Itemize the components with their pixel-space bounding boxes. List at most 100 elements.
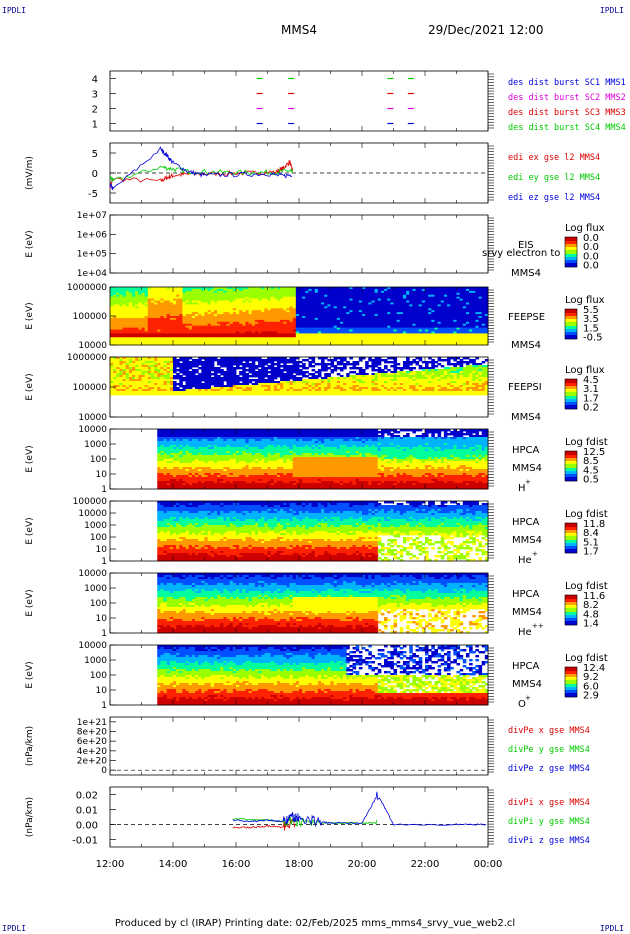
feepsi-heat-cell bbox=[173, 359, 177, 362]
feepse-heat-cell bbox=[399, 339, 404, 342]
feepsi-heat-cell bbox=[283, 389, 287, 392]
eis-colorbar-tick: 0.0 bbox=[583, 233, 599, 244]
feepse-heat-cell bbox=[402, 300, 407, 303]
feepse-heat-cell bbox=[314, 337, 319, 340]
feepsi-heat-cell bbox=[110, 365, 114, 368]
feepse-heat-cell bbox=[182, 327, 186, 330]
feepse-heat-cell bbox=[217, 341, 221, 344]
feepse-heat-cell bbox=[283, 290, 287, 294]
feepsi-heat-cell bbox=[248, 367, 253, 370]
feepse-heat-cell bbox=[276, 310, 281, 313]
feepsi-heat-cell bbox=[261, 369, 265, 372]
feepsi-heat-cell bbox=[286, 361, 290, 364]
feepsi-heat-cell bbox=[128, 387, 133, 390]
feepsi-heat-cell bbox=[273, 375, 278, 378]
feepse-heat-cell bbox=[412, 288, 416, 292]
feepse-heat-cell bbox=[428, 325, 432, 328]
feepse-heat-cell bbox=[440, 325, 445, 328]
feepse-heat-cell bbox=[236, 304, 240, 307]
feepse-heat-cell bbox=[160, 288, 164, 292]
feepsi-heat-cell bbox=[280, 383, 284, 386]
feepsi-heat-cell bbox=[280, 365, 284, 368]
feepse-heat-cell bbox=[390, 296, 394, 299]
feepse-heat-cell bbox=[264, 288, 268, 292]
feepsi-heat-cell bbox=[188, 371, 193, 374]
feepse-heat-cell bbox=[475, 333, 479, 336]
feepse-heat-cell bbox=[428, 287, 432, 290]
feepsi-heat-cell bbox=[204, 359, 209, 362]
feepse-heat-cell bbox=[128, 294, 133, 298]
feepse-heat-cell bbox=[276, 300, 281, 303]
feepse-heat-cell bbox=[163, 339, 168, 342]
feepsi-heat-cell bbox=[128, 375, 133, 378]
feepse-heat-cell bbox=[324, 341, 328, 344]
feepse-heat-cell bbox=[267, 296, 272, 299]
feepse-heat-cell bbox=[147, 314, 152, 317]
feepse-heat-cell bbox=[147, 292, 152, 296]
feepse-heat-cell bbox=[232, 298, 237, 301]
feepse-heat-cell bbox=[434, 329, 438, 332]
feepse-heat-cell bbox=[317, 329, 322, 332]
feepse-heat-cell bbox=[302, 323, 306, 327]
feepse-heat-cell bbox=[270, 327, 275, 330]
feepse-heat-cell bbox=[481, 341, 486, 344]
feepse-heat-cell bbox=[465, 308, 470, 311]
feepse-heat-cell bbox=[188, 339, 193, 342]
feepse-heat-cell bbox=[456, 314, 461, 317]
feepse-heat-cell bbox=[365, 321, 369, 325]
feepse-heat-cell bbox=[182, 290, 186, 294]
feepse-heat-cell bbox=[469, 341, 473, 344]
feepse-heat-cell bbox=[213, 304, 218, 307]
feepse-heat-cell bbox=[434, 308, 438, 311]
feepse-heat-cell bbox=[475, 337, 479, 340]
feepse-heat-cell bbox=[217, 298, 221, 301]
feepse-heat-cell bbox=[150, 296, 155, 299]
feepse-heat-cell bbox=[447, 292, 451, 296]
feepse-heat-cell bbox=[402, 321, 407, 325]
feepse-heat-cell bbox=[280, 319, 284, 323]
feepse-heat-cell bbox=[406, 310, 410, 313]
feepse-heat-cell bbox=[191, 302, 196, 305]
feepsi-heat-cell bbox=[280, 381, 284, 384]
feepsi-heat-cell bbox=[154, 359, 158, 362]
feepse-heat-cell bbox=[431, 296, 435, 299]
feepsi-heat-cell bbox=[141, 363, 146, 366]
feepse-heat-cell bbox=[447, 335, 451, 338]
feepse-heat-cell bbox=[308, 296, 312, 299]
feepsi-heat-cell bbox=[229, 391, 234, 394]
feepse-heat-cell bbox=[456, 288, 461, 292]
feepse-heat-cell bbox=[138, 312, 142, 315]
feepse-heat-cell bbox=[198, 294, 202, 298]
feepse-heat-cell bbox=[481, 327, 486, 330]
feepse-heat-cell bbox=[198, 317, 202, 321]
feepsi-heat-cell bbox=[210, 357, 215, 360]
feepse-heat-cell bbox=[321, 302, 325, 305]
feepse-heat-cell bbox=[283, 323, 287, 327]
feepsi-heat-cell bbox=[125, 387, 130, 390]
feepse-heat-cell bbox=[276, 327, 281, 330]
feepse-heat-cell bbox=[406, 321, 410, 325]
feepse-heat-cell bbox=[264, 316, 268, 319]
feepse-heat-cell bbox=[465, 335, 470, 338]
feepse-heat-cell bbox=[402, 329, 407, 332]
feepse-heat-cell bbox=[204, 329, 209, 332]
feepse-heat-cell bbox=[377, 294, 382, 298]
feepse-heat-cell bbox=[362, 321, 366, 325]
feepsi-heat-cell bbox=[264, 383, 268, 386]
feepse-heat-cell bbox=[368, 298, 372, 301]
feepsi-heat-cell bbox=[232, 379, 237, 382]
feepse-heat-cell bbox=[352, 300, 357, 303]
feepsi-heat-cell bbox=[110, 373, 114, 376]
feepse-heat-cell bbox=[380, 327, 385, 330]
feepse-heat-cell bbox=[132, 316, 136, 319]
feepse-heat-cell bbox=[465, 306, 470, 309]
feepse-heat-cell bbox=[251, 306, 256, 309]
feepse-heat-cell bbox=[185, 288, 190, 292]
feepse-heat-cell bbox=[437, 287, 442, 290]
feepse-heat-cell bbox=[336, 310, 341, 313]
feepsi-heat-cell bbox=[173, 375, 177, 378]
feepse-heat-cell bbox=[349, 339, 353, 342]
feepse-heat-cell bbox=[220, 304, 224, 307]
feepsi-heat-cell bbox=[248, 371, 253, 374]
feepse-heat-cell bbox=[110, 312, 114, 315]
